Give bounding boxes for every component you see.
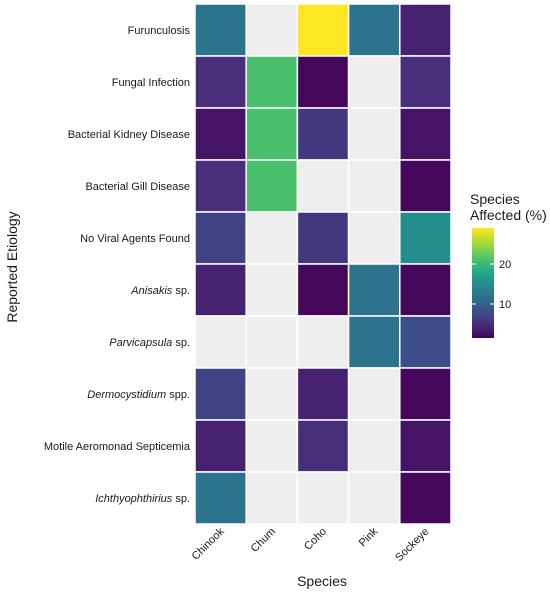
heatmap-cell [399,471,452,525]
heatmap-cell [296,159,350,213]
heatmap-cell [399,159,452,213]
heatmap-cell [245,3,299,57]
legend-title-line-1: Species [470,191,520,207]
y-tick-label: Bacterial Kidney Disease [68,129,190,141]
y-tick-label: Parvicapsula sp. [109,337,190,349]
heatmap-cell [399,55,452,109]
legend-title-line-2: Affected (%) [470,207,547,223]
heatmap-cell [399,3,452,57]
x-tick-label: Coho [302,526,329,553]
heatmap-cell [245,107,299,161]
heatmap-cell [399,419,452,473]
legend-colorbar [472,228,494,338]
heatmap-cell [194,471,247,525]
heatmap-cell [347,367,401,421]
y-tick-label: Bacterial Gill Disease [85,181,190,193]
heatmap-cell [399,315,452,369]
heatmap-cell [245,159,299,213]
heatmap-cell [347,263,401,317]
heatmap-cell [296,315,350,369]
heatmap-cell [399,367,452,421]
heatmap-cell [296,55,350,109]
y-tick-label: Anisakis sp. [130,285,190,297]
heatmap-cell [194,159,247,213]
legend-ticks: 10 20 [472,259,511,311]
heatmap-cell [245,263,299,317]
heatmap-cell [245,419,299,473]
heatmap-cell [194,107,247,161]
heatmap-cell [194,3,247,57]
heatmap-cell [194,419,247,473]
heatmap-cell [347,315,401,369]
heatmap-cell [245,315,299,369]
heatmap-cell [245,211,299,265]
heatmap-cell [347,3,401,57]
legend-tick-label: 20 [499,259,511,271]
y-axis-title: Reported Etiology [4,211,20,322]
y-tick-label: Dermocystidium spp. [87,389,190,401]
heatmap-cell [399,263,452,317]
y-tick-label: Fungal Infection [112,77,190,89]
heatmap-cell [194,55,247,109]
heatmap-cell [296,211,350,265]
x-tick-label: Chinook [190,525,227,562]
heatmap-cell [347,419,401,473]
y-tick-label: Ichthyophthirius sp. [95,493,190,505]
heatmap-cell [296,367,350,421]
heatmap-cell [194,367,247,421]
heatmap-cell [296,419,350,473]
x-tick-label: Chum [249,526,278,555]
x-tick-label: Sockeye [393,526,431,564]
heatmap-cell [347,211,401,265]
heatmap-cell [296,471,350,525]
heatmap-cell [245,471,299,525]
heatmap-cell [245,367,299,421]
y-tick-label: Motile Aeromonad Septicemia [44,441,191,453]
heatmap-cell [347,159,401,213]
heatmap-cells [194,3,452,525]
heatmap-cell [347,471,401,525]
heatmap-cell [245,55,299,109]
heatmap-cell [296,3,350,57]
heatmap-cell [399,211,452,265]
x-tick-label: Pink [357,525,381,549]
y-tick-labels: Furunculosis Fungal Infection Bacterial Ki… [44,25,191,505]
heatmap-cell [194,263,247,317]
y-tick-label: No Viral Agents Found [80,233,190,245]
heatmap-cell [194,211,247,265]
y-tick-label: Furunculosis [128,25,191,37]
heatmap-cell [296,107,350,161]
heatmap-cell [347,107,401,161]
heatmap-cell [296,263,350,317]
heatmap-cell [347,55,401,109]
x-tick-labels: Chinook Chum Coho Pink Sockeye [190,525,432,564]
legend-tick-label: 10 [499,299,511,311]
color-legend: Species Affected (%) 10 20 [470,191,547,338]
x-axis-title: Species [297,573,347,589]
heatmap-cell [194,315,247,369]
heatmap-cell [399,107,452,161]
